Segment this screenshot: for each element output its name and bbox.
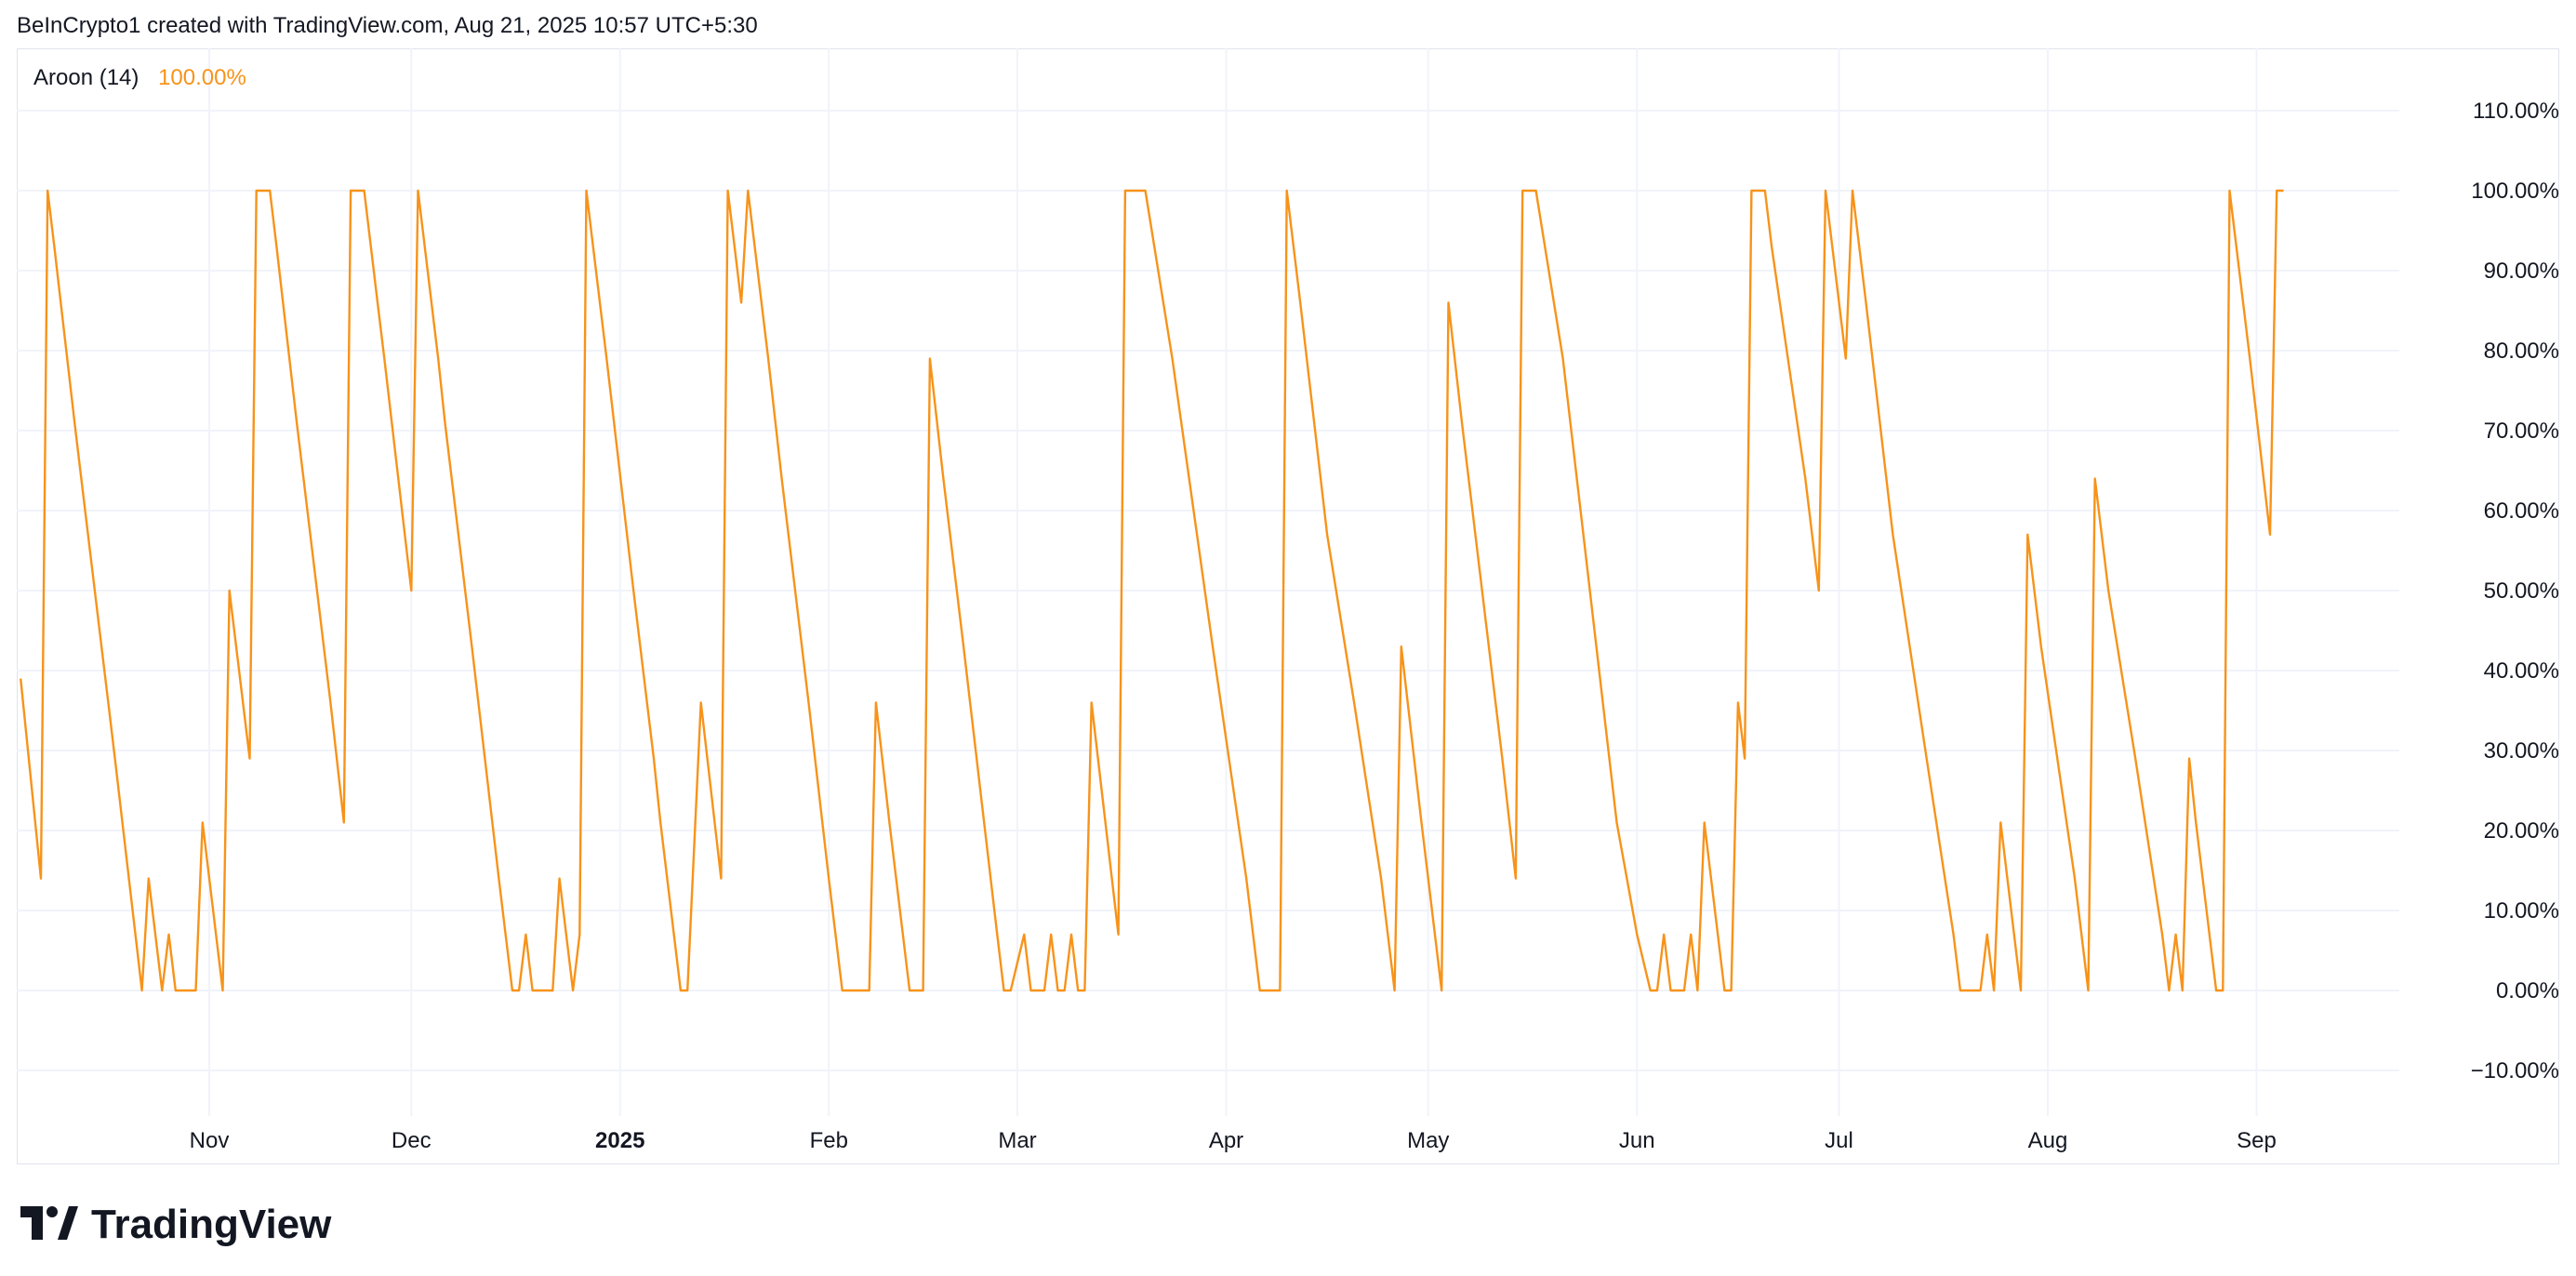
x-tick-label: Mar <box>998 1128 1036 1153</box>
tradingview-logo-icon <box>20 1200 78 1250</box>
series-line-aroon <box>20 189 2284 992</box>
grid-lines <box>17 48 2399 1116</box>
tradingview-footer: TradingView <box>20 1200 331 1250</box>
legend-indicator-value: 100.00% <box>158 65 246 90</box>
x-tick-label: Dec <box>392 1128 432 1153</box>
tradingview-logo-text: TradingView <box>91 1202 332 1247</box>
chart-attribution: BeInCrypto1 created with TradingView.com… <box>17 13 758 38</box>
x-tick-label: Jun <box>1619 1128 1655 1153</box>
x-axis[interactable]: Nov Dec 2025 Feb Mar Apr May Jun Jul Aug Sep <box>190 1128 2277 1153</box>
y-tick-label: 40.00% <box>2484 658 2559 684</box>
x-tick-label: Apr <box>1209 1128 1243 1153</box>
y-tick-label: 0.00% <box>2496 978 2559 1004</box>
x-tick-label: Nov <box>190 1128 230 1153</box>
chart-pane[interactable] <box>17 48 2559 1164</box>
x-tick-label: Sep <box>2237 1128 2277 1153</box>
y-axis[interactable]: −10.00% 0.00% 10.00% 20.00% 30.00% 40.00% 50.0… <box>2471 99 2559 1083</box>
y-tick-label: 90.00% <box>2484 259 2559 284</box>
legend-indicator-name: Aroon (14) <box>33 65 139 90</box>
y-tick-label: 60.00% <box>2484 498 2559 524</box>
y-tick-label: 10.00% <box>2484 898 2559 924</box>
y-tick-label: 50.00% <box>2484 578 2559 604</box>
y-tick-label: 110.00% <box>2473 99 2559 124</box>
y-tick-label: 100.00% <box>2471 179 2559 204</box>
x-tick-label: 2025 <box>595 1128 644 1153</box>
x-tick-label: Jul <box>1825 1128 1853 1153</box>
x-tick-label: Aug <box>2028 1128 2068 1153</box>
y-tick-label: 70.00% <box>2484 419 2559 444</box>
y-tick-label: 30.00% <box>2484 738 2559 764</box>
y-tick-label: 80.00% <box>2484 339 2559 364</box>
y-tick-label: 20.00% <box>2484 818 2559 844</box>
y-tick-label: −10.00% <box>2471 1058 2559 1083</box>
series-layer <box>20 189 2284 992</box>
x-tick-label: Feb <box>810 1128 848 1153</box>
indicator-legend[interactable]: Aroon (14) 100.00% <box>33 65 246 91</box>
x-tick-label: May <box>1407 1128 1449 1153</box>
